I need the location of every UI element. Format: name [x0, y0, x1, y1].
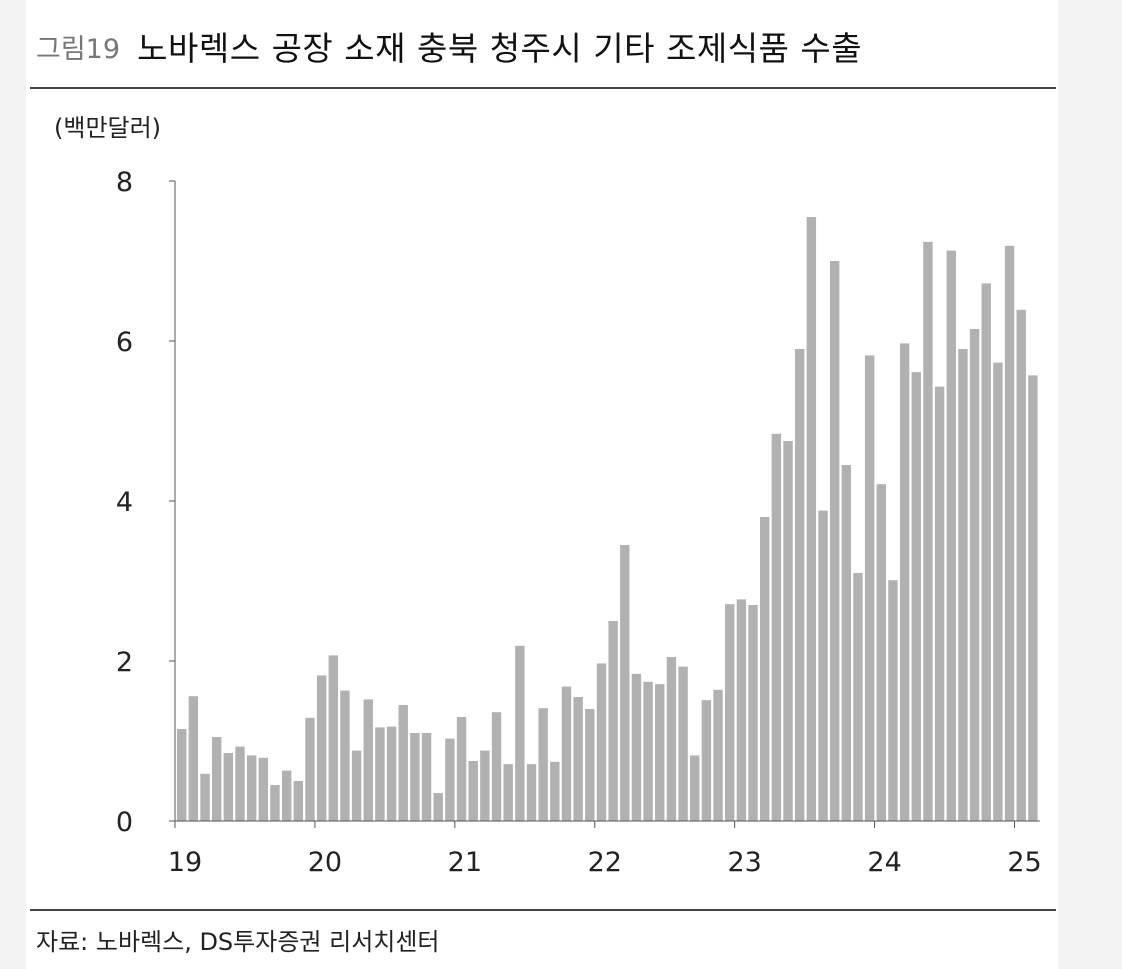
bar-61 — [888, 580, 898, 821]
bar-72 — [1016, 309, 1026, 821]
bar-1 — [188, 696, 199, 821]
bar-27 — [491, 712, 502, 821]
bar-73 — [1028, 375, 1038, 821]
bar-28 — [503, 764, 513, 821]
bar-59 — [864, 355, 875, 821]
bar-14 — [340, 690, 350, 821]
x-tick-label-20: 20 — [308, 847, 342, 878]
bar-60 — [876, 484, 886, 821]
bar-5 — [235, 746, 245, 821]
figure-header: 그림19 노바렉스 공장 소재 충북 청주시 기타 조제식품 수출 — [36, 22, 862, 72]
bar-16 — [363, 699, 373, 821]
bar-6 — [246, 755, 257, 821]
bar-67 — [958, 349, 968, 821]
x-tick-label-25: 25 — [1007, 847, 1041, 878]
bar-2 — [200, 773, 210, 821]
figure-number: 그림19 — [36, 33, 121, 65]
bar-39 — [631, 673, 642, 821]
y-tick-label-0: 0 — [116, 807, 133, 838]
bar-0 — [177, 729, 187, 821]
bar-19 — [398, 705, 408, 821]
bar-23 — [445, 738, 455, 821]
bar-68 — [969, 329, 980, 821]
x-tick-label-23: 23 — [728, 847, 762, 878]
bar-43 — [678, 666, 688, 821]
bar-45 — [701, 700, 712, 821]
bar-66 — [946, 250, 956, 822]
top-rule — [30, 87, 1056, 89]
bar-35 — [585, 709, 595, 821]
bar-46 — [713, 689, 723, 821]
bar-53 — [794, 349, 805, 821]
bar-44 — [690, 755, 700, 821]
bar-33 — [561, 686, 572, 821]
bar-32 — [550, 761, 560, 821]
bar-69 — [981, 283, 991, 821]
bar-26 — [480, 750, 490, 821]
bar-3 — [211, 737, 222, 821]
bar-8 — [270, 785, 280, 821]
bar-20 — [410, 733, 420, 821]
bar-24 — [456, 717, 467, 821]
bar-12 — [316, 675, 327, 821]
bar-31 — [538, 708, 548, 821]
bar-51 — [771, 433, 782, 821]
bar-38 — [620, 545, 630, 821]
bar-13 — [328, 655, 338, 821]
bar-18 — [386, 726, 397, 821]
bar-17 — [375, 727, 385, 821]
y-tick-label-6: 6 — [116, 327, 133, 358]
source-note: 자료: 노바렉스, DS투자증권 리서치센터 — [36, 928, 440, 956]
bar-42 — [666, 657, 677, 821]
bars-layer — [177, 217, 1038, 822]
bar-22 — [433, 793, 443, 821]
bar-11 — [305, 717, 315, 821]
y-tick-label-2: 2 — [116, 647, 133, 678]
x-tick-label-24: 24 — [867, 847, 901, 878]
bar-29 — [515, 645, 525, 821]
bar-37 — [608, 621, 618, 821]
bar-56 — [829, 261, 840, 821]
bar-57 — [841, 465, 852, 821]
bar-70 — [993, 362, 1003, 821]
bar-49 — [748, 605, 758, 821]
bar-64 — [923, 241, 933, 822]
bar-62 — [899, 343, 910, 821]
y-unit-label: (백만달러) — [54, 114, 162, 142]
bar-48 — [736, 599, 747, 821]
bar-52 — [783, 441, 793, 821]
bar-4 — [223, 753, 234, 821]
bar-10 — [293, 781, 303, 821]
figure-title: 노바렉스 공장 소재 충북 청주시 기타 조제식품 수출 — [137, 29, 863, 68]
bottom-rule — [30, 909, 1056, 911]
bar-15 — [351, 750, 362, 821]
bar-58 — [853, 573, 863, 821]
bar-63 — [911, 372, 921, 821]
bar-54 — [806, 217, 817, 821]
bar-55 — [818, 510, 828, 821]
bar-41 — [655, 684, 665, 821]
bar-47 — [725, 604, 735, 821]
x-tick-label-19: 19 — [168, 847, 202, 878]
bar-21 — [421, 733, 432, 821]
bar-50 — [760, 517, 770, 821]
bar-34 — [573, 697, 583, 821]
bar-7 — [258, 757, 269, 821]
x-tick-label-21: 21 — [448, 847, 482, 878]
bar-25 — [468, 761, 478, 821]
bar-36 — [596, 663, 607, 821]
bar-30 — [526, 764, 537, 821]
y-tick-label-8: 8 — [116, 167, 133, 198]
bar-9 — [281, 770, 292, 821]
x-tick-label-22: 22 — [588, 847, 622, 878]
bar-71 — [1004, 245, 1015, 822]
y-tick-label-4: 4 — [116, 487, 133, 518]
bar-40 — [643, 681, 653, 821]
bar-65 — [934, 386, 945, 821]
